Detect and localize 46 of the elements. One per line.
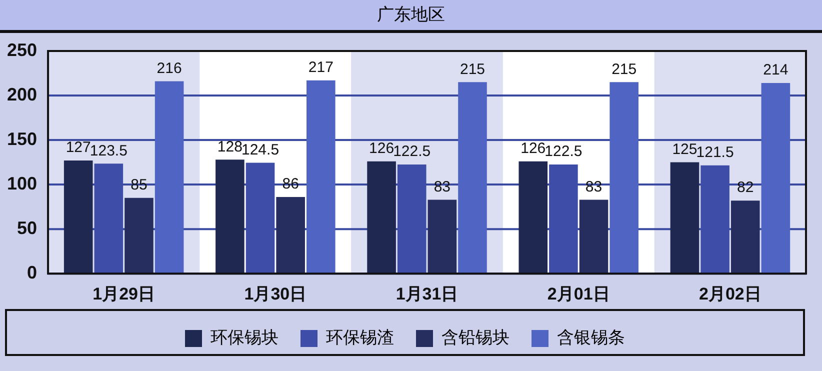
data-label: 215 — [612, 60, 637, 78]
bar — [216, 160, 244, 274]
bar — [579, 200, 608, 274]
y-tick-label: 100 — [6, 174, 38, 194]
bar — [154, 81, 184, 274]
legend-label: 含铅锡块 — [442, 328, 510, 348]
data-label: 214 — [763, 62, 788, 79]
x-tick-label: 1月30日 — [244, 284, 307, 304]
legend-label: 含银锡条 — [557, 328, 625, 348]
y-tick-label: 150 — [6, 129, 38, 150]
data-label: 217 — [308, 59, 334, 76]
bar — [276, 197, 305, 274]
bar — [761, 83, 790, 274]
data-label: 126 — [520, 140, 546, 158]
bar — [458, 82, 487, 274]
data-label: 122.5 — [544, 143, 582, 160]
bar — [64, 160, 93, 274]
bar — [670, 162, 700, 274]
bar — [306, 80, 336, 274]
bar — [730, 200, 760, 274]
bar — [367, 161, 396, 274]
data-label: 123.5 — [90, 142, 128, 160]
y-tick-label: 200 — [6, 84, 38, 104]
chart-title: 广东地区 — [0, 0, 822, 33]
data-label: 216 — [156, 60, 182, 77]
x-tick-label: 2月01日 — [547, 284, 610, 304]
data-label: 125 — [672, 140, 698, 158]
data-label: 127 — [66, 139, 91, 156]
data-label: 215 — [460, 60, 486, 78]
x-tick-label: 1月29日 — [92, 284, 156, 304]
data-label: 126 — [369, 140, 394, 158]
legend-label: 环保锡渣 — [326, 328, 394, 348]
bar — [124, 198, 154, 274]
data-label: 128 — [217, 138, 242, 156]
data-label: 124.5 — [241, 141, 280, 158]
y-tick-label: 0 — [27, 262, 38, 283]
y-tick-label: 250 — [6, 40, 38, 60]
data-label: 121.5 — [696, 144, 734, 162]
x-tick-label: 2月02日 — [699, 284, 762, 304]
bar — [518, 161, 548, 274]
legend-label: 环保锡块 — [210, 328, 278, 348]
data-label: 122.5 — [393, 143, 431, 160]
x-tick-label: 1月31日 — [396, 284, 458, 304]
bar — [610, 82, 638, 274]
y-tick-label: 50 — [17, 218, 38, 238]
bar — [428, 200, 457, 274]
